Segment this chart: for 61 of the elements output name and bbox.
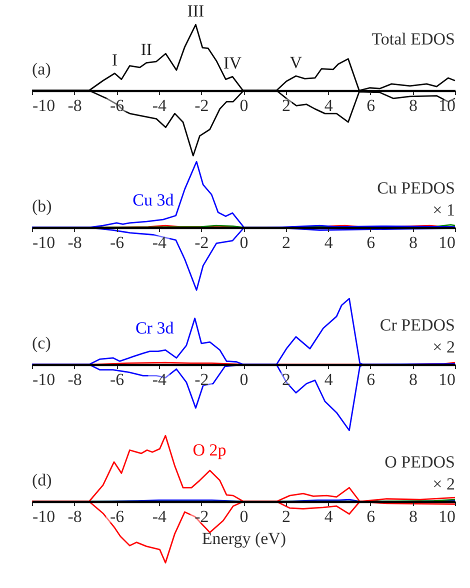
x-axis-title: Energy (eV) bbox=[202, 529, 286, 548]
x-tick-label: -10 bbox=[32, 96, 56, 115]
annotation: (b) bbox=[32, 196, 52, 216]
x-tick-label: 10 bbox=[438, 370, 456, 389]
x-tick-label: -8 bbox=[68, 370, 82, 389]
x-tick-label: 4 bbox=[324, 233, 334, 252]
annotation: I bbox=[112, 50, 118, 70]
text: × 2 bbox=[432, 474, 455, 494]
x-tick-label: -10 bbox=[32, 233, 56, 252]
text: × 1 bbox=[432, 200, 455, 220]
annotation: (d) bbox=[32, 470, 52, 490]
x-tick-label: -4 bbox=[152, 507, 167, 526]
text: × 2 bbox=[432, 338, 455, 356]
x-tick-label: -10 bbox=[32, 507, 56, 526]
text: Cr PEDOS bbox=[380, 316, 455, 334]
series-label: O 2p bbox=[192, 440, 226, 460]
x-tick-label: 0 bbox=[240, 96, 248, 115]
annotation: IV bbox=[224, 54, 242, 73]
x-tick-label: -4 bbox=[152, 233, 167, 252]
x-tick-label: -6 bbox=[110, 233, 124, 252]
annotation: II bbox=[140, 40, 152, 59]
x-tick-label: -2 bbox=[194, 233, 209, 252]
x-tick-label: 8 bbox=[408, 233, 418, 252]
x-tick-label: 4 bbox=[324, 370, 334, 389]
x-tick-label: 6 bbox=[366, 507, 376, 526]
x-tick-label: 0 bbox=[240, 370, 248, 389]
x-tick-label: 2 bbox=[282, 233, 291, 252]
x-tick-label: 0 bbox=[240, 233, 248, 252]
x-tick-label: 6 bbox=[366, 370, 376, 389]
x-tick-label: 0 bbox=[240, 507, 248, 526]
x-tick-label: 4 bbox=[324, 96, 334, 115]
x-tick-label: -8 bbox=[68, 507, 82, 526]
x-tick-label: -6 bbox=[110, 507, 124, 526]
annotation: V bbox=[290, 53, 303, 72]
x-tick-label: 8 bbox=[408, 370, 418, 389]
x-tick-label: 10 bbox=[438, 96, 456, 115]
annotation: (a) bbox=[32, 60, 51, 78]
x-tick-label: 4 bbox=[324, 507, 334, 526]
x-tick-label: -2 bbox=[194, 96, 209, 115]
series-label: Cu 3d bbox=[132, 190, 174, 210]
text: Cu PEDOS bbox=[377, 178, 455, 198]
x-tick-label: -6 bbox=[110, 370, 124, 389]
x-tick-label: -8 bbox=[68, 96, 82, 115]
x-tick-label: -4 bbox=[152, 96, 167, 115]
x-tick-label: -8 bbox=[68, 233, 82, 252]
chart-title: Total EDOS bbox=[372, 30, 455, 48]
x-tick-label: 2 bbox=[282, 96, 291, 115]
x-tick-label: 6 bbox=[366, 96, 376, 115]
x-tick-label: 8 bbox=[408, 96, 418, 115]
x-tick-label: -10 bbox=[32, 370, 56, 389]
annotation: III bbox=[187, 2, 205, 21]
series-label: Cr 3d bbox=[135, 318, 174, 338]
x-tick-label: -2 bbox=[194, 370, 209, 389]
x-tick-label: 10 bbox=[438, 233, 456, 252]
x-tick-label: 2 bbox=[282, 507, 291, 526]
x-tick-label: 10 bbox=[438, 507, 456, 526]
x-tick-label: 6 bbox=[366, 233, 376, 252]
annotation: (c) bbox=[32, 334, 51, 352]
x-tick-label: 8 bbox=[408, 507, 418, 526]
text: O PEDOS bbox=[384, 452, 455, 472]
x-tick-label: -2 bbox=[194, 507, 209, 526]
